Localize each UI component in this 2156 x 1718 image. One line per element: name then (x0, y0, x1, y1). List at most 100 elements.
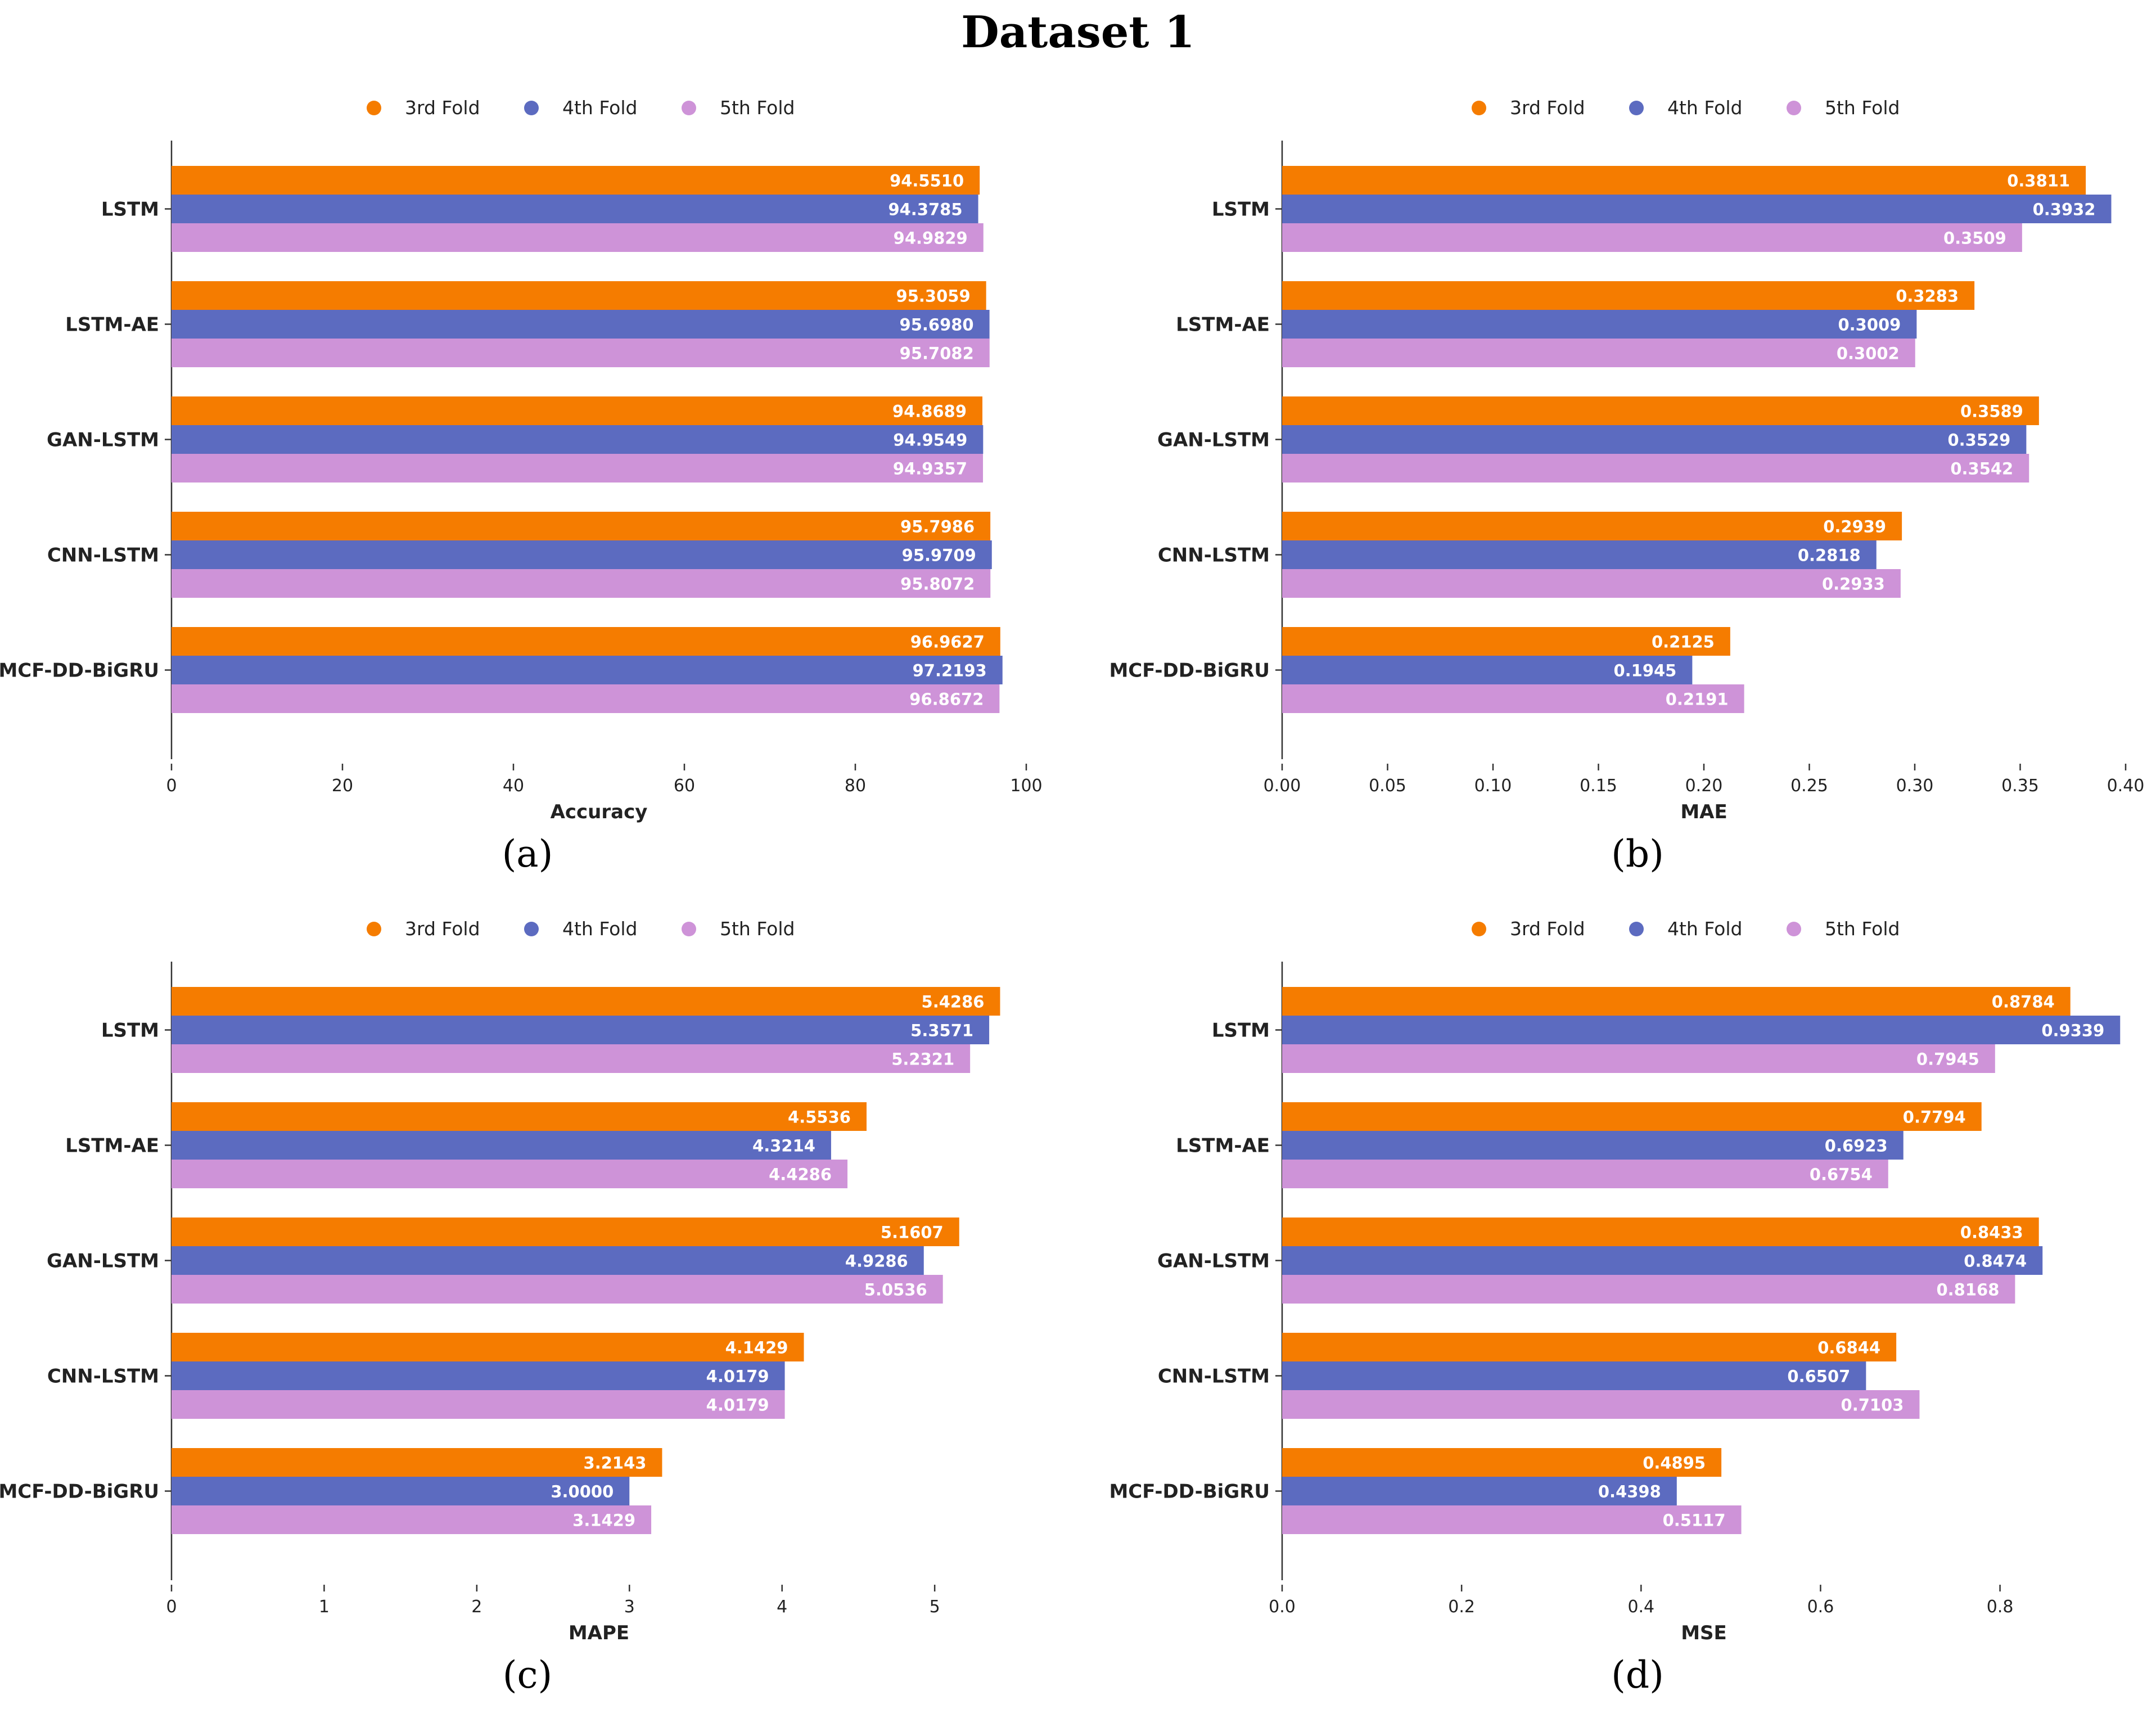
legend-label: 3rd Fold (1510, 918, 1585, 940)
x-tick-label: 80 (845, 776, 866, 796)
bar-value-label: 94.9549 (893, 431, 967, 450)
category-label-lstm: LSTM (101, 1020, 159, 1042)
bar-value-label: 0.7103 (1841, 1396, 1904, 1415)
legend-item-5th-fold: 5th Fold (682, 97, 795, 119)
bar-value-label: 0.2818 (1798, 546, 1861, 565)
bar-cnn-lstm-5th-fold (172, 1390, 785, 1419)
bar-mcf-dd-bigru-4th-fold (1282, 656, 1693, 684)
legend-label: 4th Fold (1667, 918, 1742, 940)
x-tick-label: 0.10 (1474, 776, 1512, 796)
bar-cnn-lstm-5th-fold (1282, 1390, 1920, 1419)
bar-value-label: 0.8474 (1964, 1252, 2027, 1271)
bar-gan-lstm-4th-fold (1282, 1246, 2043, 1275)
legend-item-3rd-fold: 3rd Fold (1472, 918, 1585, 940)
category-label-gan-lstm: GAN-LSTM (1157, 1250, 1270, 1273)
bar-value-label: 0.3009 (1838, 315, 1901, 335)
legend-marker (367, 101, 381, 115)
legend-item-3rd-fold: 3rd Fold (1472, 97, 1585, 119)
category-label-lstm: LSTM (1212, 199, 1270, 221)
bar-lstm-ae-3rd-fold (172, 281, 986, 310)
legend-item-4th-fold: 4th Fold (1629, 918, 1742, 940)
bar-lstm-5th-fold (172, 1044, 971, 1073)
bar-value-label: 0.2125 (1652, 633, 1715, 652)
bar-lstm-5th-fold (172, 223, 984, 252)
legend-label: 5th Fold (1825, 918, 1900, 940)
x-tick-label: 0.30 (1896, 776, 1934, 796)
bar-value-label: 95.8072 (900, 575, 975, 594)
bar-mcf-dd-bigru-5th-fold (1282, 1505, 1742, 1534)
legend-marker (682, 922, 696, 936)
legend-marker (367, 922, 381, 936)
bar-lstm-ae-3rd-fold (1282, 281, 1975, 310)
bar-lstm-ae-4th-fold (1282, 310, 1917, 339)
bar-gan-lstm-5th-fold (1282, 454, 2029, 483)
bar-mcf-dd-bigru-5th-fold (172, 684, 1000, 713)
bar-cnn-lstm-5th-fold (172, 569, 991, 598)
bar-lstm-4th-fold (172, 195, 978, 223)
bar-gan-lstm-3rd-fold (172, 396, 983, 425)
bar-value-label: 95.6980 (900, 315, 974, 335)
bar-value-label: 95.7082 (900, 344, 974, 363)
bar-gan-lstm-3rd-fold (1282, 396, 2039, 425)
bar-value-label: 5.1607 (881, 1223, 944, 1242)
bar-gan-lstm-4th-fold (172, 1246, 924, 1275)
bar-lstm-ae-3rd-fold (172, 1102, 867, 1131)
bar-lstm-4th-fold (172, 1016, 990, 1044)
bar-mcf-dd-bigru-5th-fold (1282, 684, 1744, 713)
bar-lstm-3rd-fold (1282, 166, 2086, 195)
bar-value-label: 94.5510 (890, 172, 964, 191)
accuracy-chart: 3rd Fold 4th Fold 5th Fold LSTM 94.5510 94.37… (0, 97, 1043, 823)
x-tick-label: 3 (624, 1597, 635, 1617)
bar-gan-lstm-5th-fold (172, 1275, 943, 1304)
bar-value-label: 94.3785 (888, 200, 962, 219)
legend-item-4th-fold: 4th Fold (524, 97, 637, 119)
legend-marker (1629, 922, 1644, 936)
legend-label: 4th Fold (562, 97, 637, 119)
bar-gan-lstm-5th-fold (172, 454, 984, 483)
bar-value-label: 0.3589 (1960, 402, 2023, 421)
legend-marker (1787, 101, 1801, 115)
x-axis-label: MSE (1681, 1622, 1727, 1644)
bar-cnn-lstm-3rd-fold (1282, 512, 1902, 540)
bar-lstm-ae-5th-fold (172, 1160, 848, 1188)
bar-lstm-5th-fold (1282, 223, 2022, 252)
legend-label: 3rd Fold (405, 97, 480, 119)
x-tick-label: 2 (471, 1597, 482, 1617)
caption-c: (c) (502, 1653, 553, 1697)
bar-gan-lstm-4th-fold (172, 425, 984, 454)
bar-lstm-3rd-fold (172, 987, 1000, 1016)
x-tick-label: 0.00 (1264, 776, 1301, 796)
x-tick-label: 0.6 (1807, 1597, 1834, 1617)
bar-mcf-dd-bigru-4th-fold (172, 656, 1003, 684)
mae-chart: 3rd Fold 4th Fold 5th Fold LSTM 0.3811 0.3932… (1109, 97, 2145, 823)
bar-value-label: 95.9709 (902, 546, 976, 565)
bar-lstm-3rd-fold (1282, 987, 2071, 1016)
bar-cnn-lstm-5th-fold (1282, 569, 1901, 598)
bar-value-label: 4.1429 (725, 1338, 788, 1358)
category-label-gan-lstm: GAN-LSTM (47, 1250, 159, 1273)
legend-item-5th-fold: 5th Fold (1787, 918, 1900, 940)
bar-gan-lstm-3rd-fold (1282, 1218, 2039, 1246)
x-tick-label: 0.40 (2107, 776, 2145, 796)
bar-lstm-3rd-fold (172, 166, 980, 195)
bar-value-label: 0.6754 (1810, 1165, 1873, 1184)
bar-value-label: 0.3811 (2007, 172, 2070, 191)
x-tick-label: 0 (166, 776, 177, 796)
bar-value-label: 0.6844 (1817, 1338, 1880, 1358)
bar-mcf-dd-bigru-3rd-fold (172, 627, 1000, 656)
bar-lstm-ae-5th-fold (1282, 339, 1915, 367)
category-label-lstm-ae: LSTM-AE (1176, 314, 1270, 336)
legend-item-5th-fold: 5th Fold (682, 918, 795, 940)
bar-lstm-ae-4th-fold (1282, 1131, 1904, 1160)
bar-value-label: 5.4286 (922, 993, 985, 1012)
bar-value-label: 4.5536 (788, 1108, 851, 1127)
caption-a: (a) (502, 832, 553, 876)
legend-label: 5th Fold (720, 918, 795, 940)
x-tick-label: 60 (674, 776, 695, 796)
x-tick-label: 4 (777, 1597, 787, 1617)
x-tick-label: 1 (319, 1597, 330, 1617)
category-label-cnn-lstm: CNN-LSTM (47, 1365, 159, 1388)
legend-label: 5th Fold (1825, 97, 1900, 119)
x-tick-label: 0.2 (1448, 1597, 1475, 1617)
legend-marker (524, 101, 539, 115)
